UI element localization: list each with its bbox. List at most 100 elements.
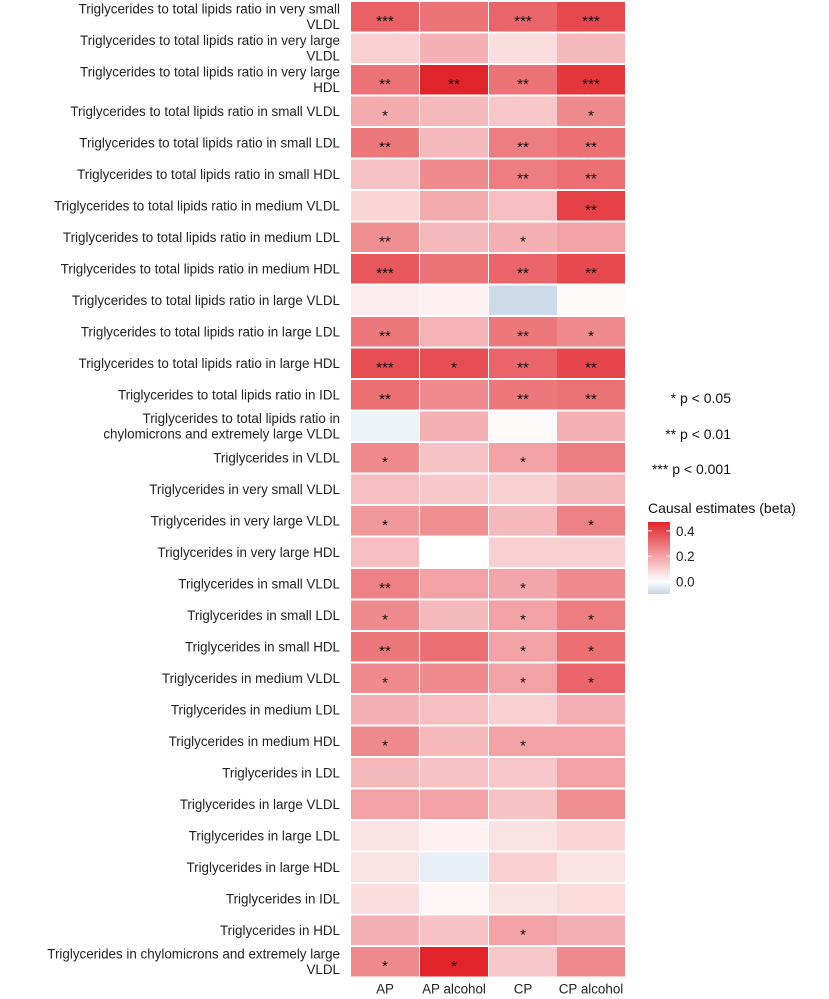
legend-colorbar [648, 522, 670, 594]
heatmap-cell [420, 96, 488, 126]
significance-stars: * [382, 517, 388, 534]
row-label: HDL [313, 80, 340, 95]
significance-stars: ** [379, 139, 391, 156]
row-label: Triglycerides to total lipids ratio in m… [63, 230, 340, 245]
significance-stars: ** [585, 202, 597, 219]
heatmap-row: Triglycerides in large LDL [189, 821, 625, 851]
heatmap-row: Triglycerides in large VLDL [180, 789, 625, 819]
heatmap-cell [420, 726, 488, 756]
row-label: VLDL [307, 49, 341, 64]
heatmap-cell [557, 254, 625, 284]
heatmap-row: * * Triglycerides in chylomicrons and extr… [47, 947, 625, 977]
significance-stars: * [588, 517, 594, 534]
heatmap-row: Triglycerides to total lipids ratio inch… [103, 411, 625, 442]
heatmap-cell [489, 884, 557, 914]
row-label: Triglycerides to total lipids ratio in l… [72, 293, 340, 308]
significance-stars: * [588, 328, 594, 345]
heatmap-cell [489, 65, 557, 95]
significance-stars: * [382, 674, 388, 691]
heatmap-cell [557, 317, 625, 347]
significance-stars: * [382, 454, 388, 471]
heatmap-cell [420, 443, 488, 473]
heatmap-row: Triglycerides in IDL [226, 884, 625, 914]
heatmap-cell [420, 537, 488, 567]
heatmap-cell [420, 600, 488, 630]
significance-stars: *** [376, 359, 394, 376]
heatmap-cell [557, 569, 625, 599]
row-label: Triglycerides to total lipids ratio in l… [81, 324, 340, 339]
significance-stars: ** [585, 391, 597, 408]
heatmap-cell [351, 663, 419, 693]
significance-stars: *** [514, 13, 532, 30]
heatmap-cell [420, 947, 488, 977]
significance-stars: * [520, 611, 526, 628]
heatmap-cell [420, 506, 488, 536]
heatmap-cell [489, 380, 557, 410]
heatmap-cell [351, 411, 419, 441]
heatmap-cell [420, 695, 488, 725]
legend-tick-label: 0.4 [676, 524, 695, 539]
significance-stars: ** [517, 265, 529, 282]
heatmap-cell [351, 789, 419, 819]
column-label: CP alcohol [559, 982, 624, 997]
legend-tick-label: 0.0 [676, 574, 695, 589]
heatmap-cell [557, 348, 625, 378]
significance-stars: ** [517, 359, 529, 376]
heatmap-cell [557, 758, 625, 788]
heatmap-cell [420, 789, 488, 819]
significance-stars: ** [517, 139, 529, 156]
significance-stars: * [451, 359, 457, 376]
significance-stars: ** [379, 643, 391, 660]
heatmap-cell [489, 222, 557, 252]
heatmap-cell [557, 33, 625, 63]
heatmap-cell [557, 96, 625, 126]
heatmap-cell [351, 128, 419, 158]
row-label: Triglycerides in VLDL [213, 450, 340, 465]
heatmap-cell [420, 2, 488, 32]
heatmap-cell [557, 884, 625, 914]
significance-stars: ** [448, 76, 460, 93]
heatmap-cell [420, 348, 488, 378]
significance-stars: * [520, 580, 526, 597]
row-label: Triglycerides to total lipids ratio in [143, 411, 340, 426]
heatmap-row: Triglycerides in LDL [222, 758, 625, 788]
row-label: VLDL [307, 962, 341, 977]
heatmap-cell [420, 65, 488, 95]
significance-stars: ** [585, 265, 597, 282]
heatmap-cell [351, 537, 419, 567]
heatmap-cell [557, 411, 625, 441]
heatmap-row: Triglycerides in very small VLDL [149, 474, 625, 504]
row-label: Triglycerides in very large HDL [157, 545, 340, 560]
column-label: AP alcohol [422, 982, 486, 997]
heatmap-cell [489, 600, 557, 630]
heatmap-cell [557, 222, 625, 252]
row-label: Triglycerides in LDL [222, 765, 340, 780]
heatmap-cell [351, 317, 419, 347]
heatmap-cell [489, 348, 557, 378]
row-label: Triglycerides in chylomicrons and extrem… [47, 947, 340, 962]
significance-stars: ** [517, 391, 529, 408]
heatmap-cell [557, 789, 625, 819]
legend-tick-label: 0.2 [676, 549, 695, 564]
heatmap-cell [489, 915, 557, 945]
row-label: Triglycerides in HDL [220, 923, 340, 938]
significance-stars: ** [585, 359, 597, 376]
significance-stars: * [588, 674, 594, 691]
heatmap-row: ** ** *Triglycerides to total lipids ratio… [81, 317, 625, 347]
heatmap-cell [489, 663, 557, 693]
significance-stars: ** [379, 580, 391, 597]
heatmap-row: *********Triglycerides to total lipids r… [80, 65, 625, 95]
heatmap-cell [420, 821, 488, 851]
significance-stars: ** [517, 170, 529, 187]
significance-stars: ** [517, 76, 529, 93]
heatmap-cell [351, 884, 419, 914]
heatmap-cell [420, 380, 488, 410]
significance-stars: * [520, 454, 526, 471]
row-label: Triglycerides in IDL [226, 891, 340, 906]
row-label: Triglycerides to total lipids ratio in s… [70, 104, 340, 119]
heatmap-row: *** * ** **Triglycerides to total lipids ra… [79, 348, 625, 378]
significance-stars: *** [582, 13, 600, 30]
significance-stars: * [382, 611, 388, 628]
significance-stars: ** [379, 233, 391, 250]
heatmap-cell [351, 474, 419, 504]
